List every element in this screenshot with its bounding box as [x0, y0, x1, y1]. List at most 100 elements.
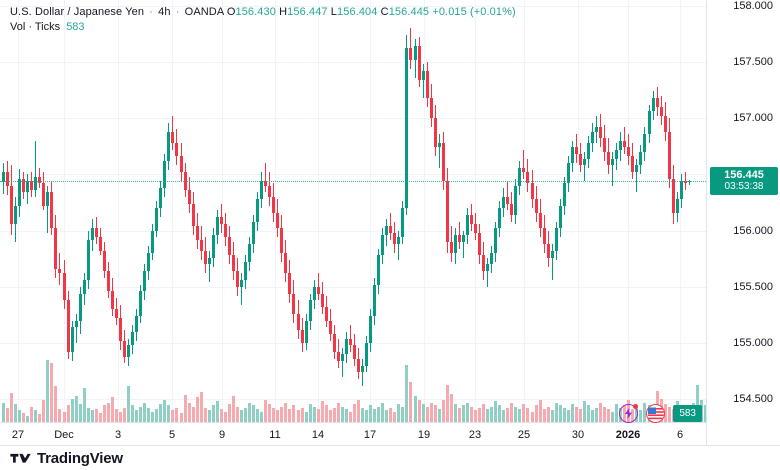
close-value: 156.445	[388, 6, 430, 18]
volume-bar	[599, 402, 602, 422]
symbol-info-row[interactable]: U.S. Dollar / Japanese Yen · 4h · OANDA …	[10, 6, 516, 19]
volume-bar	[188, 402, 191, 422]
volume-bar	[502, 410, 505, 422]
candle-body	[167, 131, 170, 161]
us-flag-icon[interactable]	[646, 404, 666, 423]
candle-body	[329, 320, 332, 335]
candle-body	[615, 149, 618, 159]
open-key: O	[226, 6, 236, 18]
gridline-vertical	[64, 0, 65, 422]
volume-bar	[454, 403, 457, 422]
candle-body	[204, 250, 207, 265]
candle-body	[155, 208, 158, 231]
candle-body	[208, 257, 211, 265]
candle-body	[58, 268, 61, 274]
volume-bar	[482, 403, 485, 422]
volume-bar	[264, 400, 267, 422]
volume-bar	[539, 400, 542, 422]
candle-body	[458, 235, 461, 242]
candle-body	[321, 293, 324, 308]
volume-bar	[611, 411, 614, 422]
time-axis-tick: 11	[269, 429, 281, 441]
volume-bar	[365, 410, 368, 422]
candle-body	[309, 300, 312, 321]
candle-body	[180, 156, 183, 173]
gridline-vertical	[578, 0, 579, 422]
current-price-badge[interactable]: 156.445 03:53:38	[710, 166, 778, 195]
candle-body	[563, 183, 566, 206]
candle-body	[450, 241, 453, 254]
alert-dot-icon	[633, 404, 639, 409]
volume-bar	[547, 406, 550, 422]
volume-bar	[603, 406, 606, 422]
candle-body	[151, 230, 154, 254]
candle-body	[244, 262, 247, 281]
candle-body	[171, 131, 174, 143]
candle-body	[353, 345, 356, 359]
volume-bar	[6, 407, 9, 422]
candle-wick	[507, 181, 508, 211]
candle-body	[22, 178, 25, 193]
candle-body	[603, 138, 606, 152]
candle-body	[639, 151, 642, 166]
chart-legend: U.S. Dollar / Japanese Yen · 4h · OANDA …	[10, 6, 516, 34]
interval-label[interactable]: 4h	[158, 6, 171, 18]
candle-wick	[398, 230, 399, 260]
volume-bar	[297, 410, 300, 422]
gridline-vertical	[524, 0, 525, 422]
volume-bar	[450, 393, 453, 422]
candle-body	[385, 226, 388, 236]
volume-bar	[155, 409, 158, 422]
volume-bar	[252, 405, 255, 422]
time-axis-tick: 27	[11, 429, 25, 441]
candle-wick	[612, 151, 613, 186]
volume-bar	[175, 407, 178, 422]
volume-bar	[325, 405, 328, 422]
volume-bar	[446, 384, 449, 422]
candle-body	[276, 212, 279, 229]
volume-bar	[288, 409, 291, 422]
volume-bar	[196, 397, 199, 422]
time-scale[interactable]: 27 Dec 3 5 9 11 14 17 19 23 25 30 2026 6	[0, 422, 706, 445]
volume-bar	[474, 410, 477, 422]
volume-bar	[458, 407, 461, 422]
candle-body	[397, 237, 400, 245]
price-axis-tick: 157.500	[733, 55, 773, 68]
candle-body	[131, 331, 134, 346]
candle-body	[559, 205, 562, 229]
candle-body	[333, 334, 336, 353]
high-key: H	[279, 6, 288, 18]
candle-body	[466, 214, 469, 236]
tradingview-logo[interactable]: TradingView	[10, 450, 123, 467]
candle-wick	[439, 133, 440, 168]
gridline-vertical	[680, 0, 681, 422]
volume-bar	[426, 406, 429, 422]
candle-body	[10, 185, 13, 224]
symbol-name[interactable]: U.S. Dollar / Japanese Yen	[10, 6, 145, 18]
chart-plot-area[interactable]	[0, 0, 706, 422]
candle-body	[422, 70, 425, 80]
volume-bar	[123, 407, 126, 422]
candle-body	[95, 228, 98, 238]
volume-bar	[587, 405, 590, 422]
volume-bar	[555, 402, 558, 422]
volume-bar	[284, 402, 287, 422]
volume-bar	[696, 384, 699, 422]
volume-bar	[615, 403, 618, 422]
volume-bar	[220, 409, 223, 422]
lightning-bolt-icon[interactable]	[619, 404, 639, 423]
price-scale[interactable]: 158.000157.500157.000156.500156.000155.5…	[706, 0, 780, 445]
candle-wick	[423, 64, 424, 98]
candle-body	[434, 118, 437, 148]
price-change: +0.015 (+0.01%)	[432, 6, 516, 18]
volume-bar	[208, 410, 211, 422]
volume-bar	[42, 400, 45, 422]
volume-bar	[256, 409, 259, 422]
candle-body	[50, 192, 53, 229]
volume-bar	[535, 405, 538, 422]
candle-body	[143, 271, 146, 292]
candle-body	[99, 237, 102, 251]
candle-wick	[76, 313, 77, 344]
candle-body	[111, 291, 114, 310]
volume-bar	[494, 401, 497, 422]
